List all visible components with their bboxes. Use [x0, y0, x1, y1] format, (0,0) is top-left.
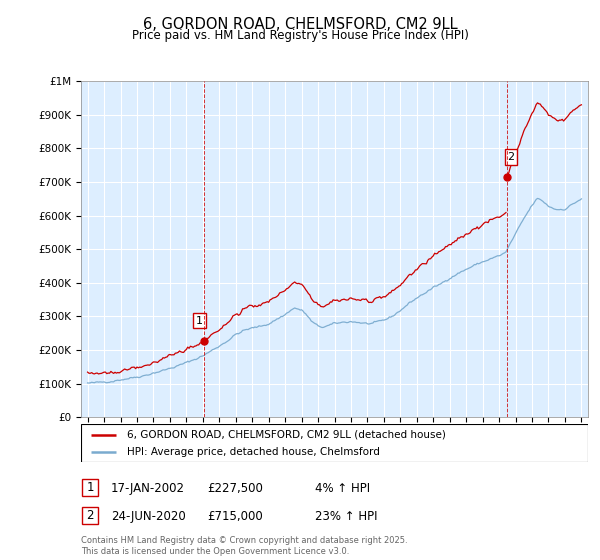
Text: £227,500: £227,500 — [207, 482, 263, 496]
Text: 24-JUN-2020: 24-JUN-2020 — [111, 510, 186, 524]
Text: 1: 1 — [86, 481, 94, 494]
Text: 23% ↑ HPI: 23% ↑ HPI — [315, 510, 377, 524]
Text: 2: 2 — [508, 152, 515, 162]
Text: 17-JAN-2002: 17-JAN-2002 — [111, 482, 185, 496]
Text: 1: 1 — [196, 316, 203, 325]
Text: 4% ↑ HPI: 4% ↑ HPI — [315, 482, 370, 496]
Text: £715,000: £715,000 — [207, 510, 263, 524]
Text: 6, GORDON ROAD, CHELMSFORD, CM2 9LL (detached house): 6, GORDON ROAD, CHELMSFORD, CM2 9LL (det… — [127, 430, 446, 440]
Text: HPI: Average price, detached house, Chelmsford: HPI: Average price, detached house, Chel… — [127, 447, 380, 458]
Text: Price paid vs. HM Land Registry's House Price Index (HPI): Price paid vs. HM Land Registry's House … — [131, 29, 469, 42]
Text: Contains HM Land Registry data © Crown copyright and database right 2025.
This d: Contains HM Land Registry data © Crown c… — [81, 536, 407, 556]
Text: 6, GORDON ROAD, CHELMSFORD, CM2 9LL: 6, GORDON ROAD, CHELMSFORD, CM2 9LL — [143, 17, 457, 32]
Text: 2: 2 — [86, 509, 94, 522]
